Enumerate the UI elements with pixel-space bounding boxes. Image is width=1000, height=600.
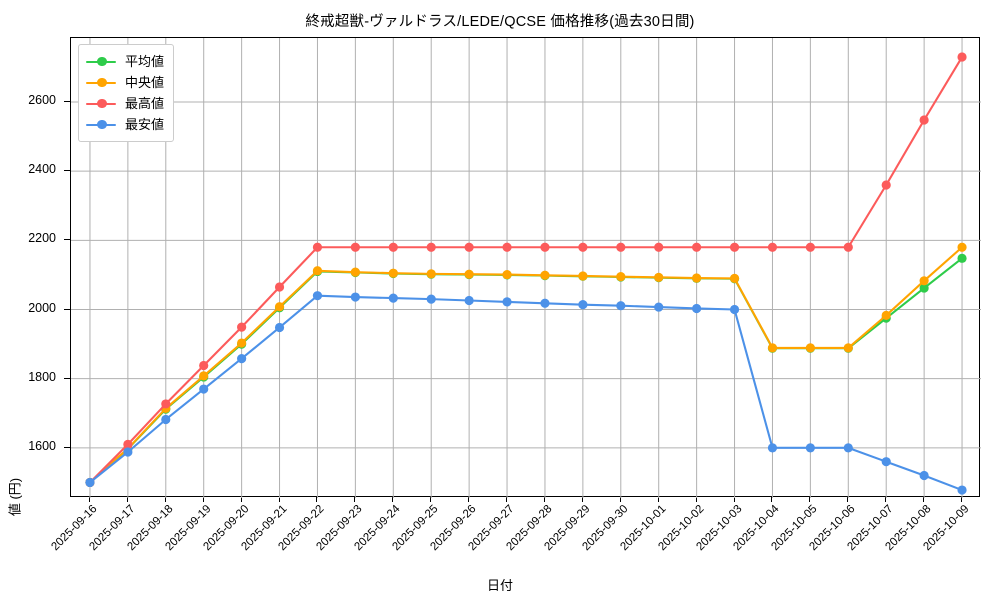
- x-tick-mark: [809, 497, 811, 502]
- x-axis-label: 日付: [486, 578, 513, 593]
- x-tick-mark: [430, 497, 432, 502]
- legend-item-0[interactable]: 平均値: [86, 51, 164, 72]
- series-3: [85, 291, 967, 495]
- legend[interactable]: 平均値中央値最高値最安値: [78, 44, 175, 142]
- x-tick-mark: [354, 497, 356, 502]
- x-tick-mark: [278, 497, 280, 502]
- legend-dot-icon: [97, 77, 107, 88]
- legend-marker-icon: [86, 118, 116, 132]
- legend-marker-icon: [86, 97, 116, 111]
- x-tick-mark: [961, 497, 963, 502]
- x-tick-mark: [733, 497, 735, 502]
- legend-item-2[interactable]: 最高値: [86, 93, 164, 114]
- y-tick-label: 1600: [28, 438, 56, 453]
- y-tick-label: 2000: [28, 300, 56, 315]
- x-tick-mark: [88, 497, 90, 502]
- chart-title: 終戒超獣-ヴァルドラス/LEDE/QCSE 価格推移(過去30日間): [305, 14, 695, 30]
- x-tick-mark: [126, 497, 128, 502]
- y-tick-label: 1800: [28, 369, 56, 384]
- x-tick-mark: [885, 497, 887, 502]
- x-tick-mark: [581, 497, 583, 502]
- y-axis-label: 値 (円): [7, 477, 23, 517]
- y-tick-mark: [64, 446, 70, 448]
- legend-label: 最高値: [125, 96, 165, 111]
- plot-area: [70, 37, 981, 498]
- x-tick-mark: [392, 497, 394, 502]
- data-series-layer: [85, 52, 967, 495]
- y-tick-mark: [64, 170, 70, 172]
- legend-marker-icon: [86, 55, 116, 69]
- x-tick-mark: [695, 497, 697, 502]
- y-tick-mark: [64, 308, 70, 310]
- series-2: [85, 52, 967, 488]
- legend-marker-icon: [86, 76, 116, 90]
- x-tick-mark: [468, 497, 470, 502]
- y-tick-label: 2400: [28, 162, 56, 177]
- legend-dot-icon: [97, 98, 107, 109]
- series-0: [85, 253, 967, 488]
- y-tick-mark: [64, 377, 70, 379]
- legend-dot-icon: [97, 56, 107, 67]
- legend-item-1[interactable]: 中央値: [86, 72, 164, 93]
- series-1: [85, 242, 967, 488]
- x-tick-mark: [506, 497, 508, 502]
- x-tick-mark: [771, 497, 773, 502]
- x-tick-mark: [657, 497, 659, 502]
- x-tick-mark: [847, 497, 849, 502]
- y-tick-label: 2600: [28, 92, 56, 107]
- x-tick-mark: [923, 497, 925, 502]
- x-tick-mark: [619, 497, 621, 502]
- legend-label: 平均値: [125, 54, 165, 69]
- x-tick-mark: [164, 497, 166, 502]
- x-tick-mark: [202, 497, 204, 502]
- legend-item-3[interactable]: 最安値: [86, 114, 164, 135]
- legend-label: 最安値: [125, 117, 165, 132]
- x-tick-mark: [543, 497, 545, 502]
- legend-label: 中央値: [125, 75, 165, 90]
- y-tick-label: 2200: [28, 231, 56, 246]
- y-tick-mark: [64, 100, 70, 102]
- x-tick-mark: [240, 497, 242, 502]
- y-tick-mark: [64, 239, 70, 241]
- x-tick-mark: [316, 497, 318, 502]
- legend-dot-icon: [97, 119, 107, 130]
